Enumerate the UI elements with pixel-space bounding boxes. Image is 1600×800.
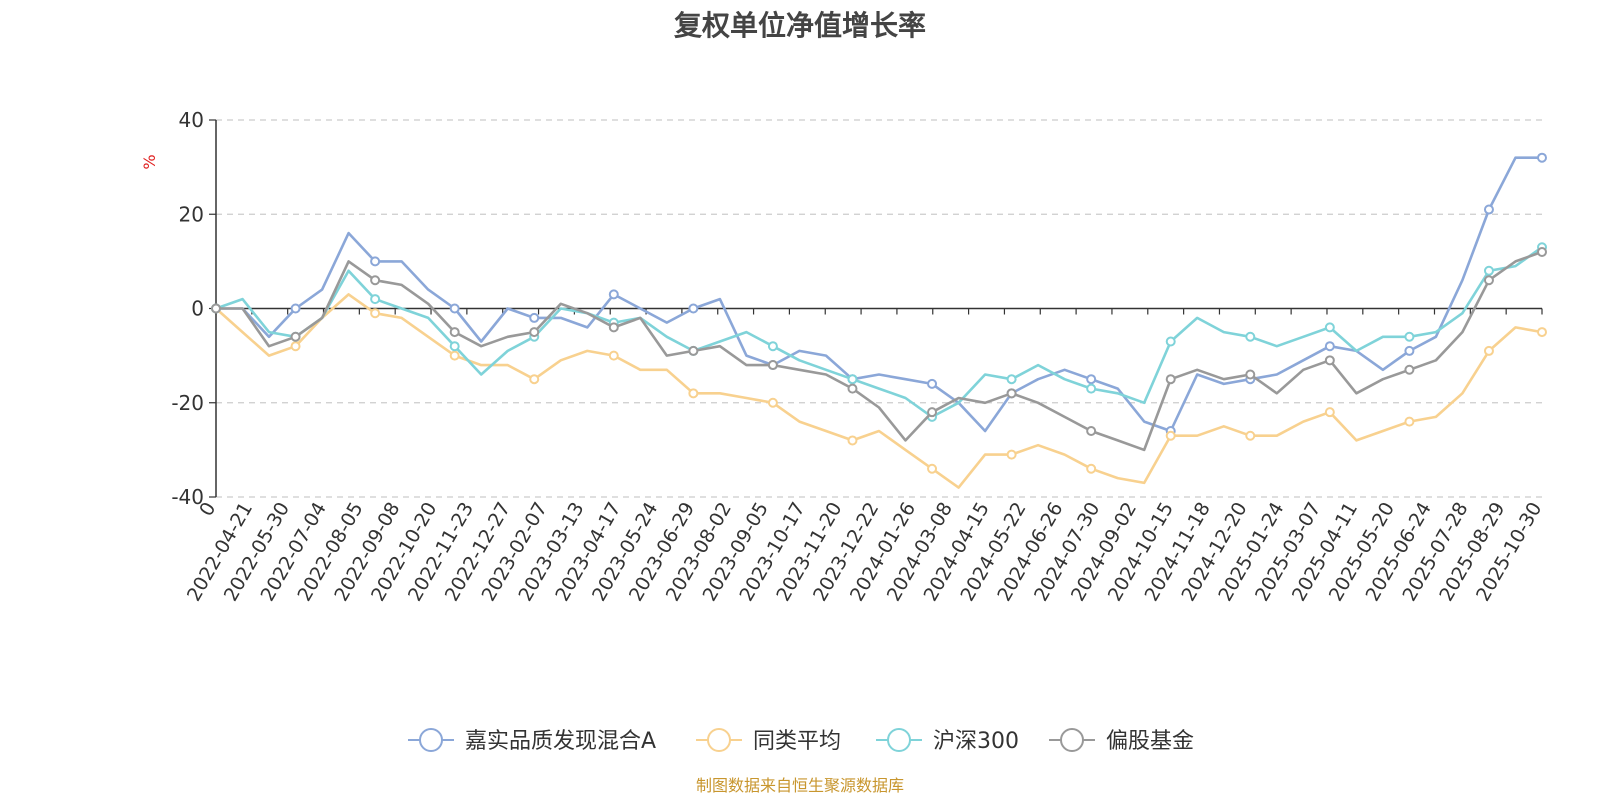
data-point: [1483, 265, 1494, 276]
data-point: [1006, 374, 1017, 385]
x-tick-labels: 02022-04-212022-05-302022-07-042022-08-0…: [183, 498, 1546, 605]
data-point: [847, 374, 858, 385]
y-tick-label: 20: [179, 202, 204, 226]
data-point: [1483, 204, 1494, 215]
data-point: [1245, 331, 1256, 342]
data-point: [847, 435, 858, 446]
data-point: [1006, 388, 1017, 399]
data-point: [688, 388, 699, 399]
data-point: [1086, 463, 1097, 474]
legend-label: 偏股基金: [1106, 729, 1194, 754]
data-point: [370, 275, 381, 286]
data-point: [1483, 345, 1494, 356]
data-point: [767, 397, 778, 408]
data-point: [1324, 407, 1335, 418]
y-tick-labels: 40 20 0 -20 -40: [171, 108, 204, 509]
grid: [216, 119, 1542, 498]
data-point: [767, 341, 778, 352]
legend-label: 沪深300: [933, 729, 1019, 754]
data-point: [1324, 355, 1335, 366]
legend-marker: [887, 728, 911, 752]
data-point: [608, 289, 619, 300]
y-tick-label: 40: [179, 108, 204, 132]
legend-marker: [419, 728, 443, 752]
series-line-3: [216, 250, 1543, 452]
data-point: [927, 407, 938, 418]
data-point: [1537, 327, 1547, 338]
data-point: [927, 378, 938, 389]
data-point: [1245, 369, 1256, 380]
data-point: [608, 350, 619, 361]
data-point: [449, 303, 460, 314]
data-point: [1483, 275, 1494, 286]
legend-label: 同类平均: [753, 729, 841, 754]
data-point: [767, 360, 778, 371]
data-point: [290, 341, 301, 352]
data-point: [370, 294, 381, 305]
data-point: [688, 345, 699, 356]
data-point: [1165, 336, 1176, 347]
data-point: [1165, 430, 1176, 441]
legend-item[interactable]: 同类平均: [696, 728, 841, 754]
data-point: [1324, 322, 1335, 333]
chart-title: 复权单位净值增长率: [674, 9, 926, 42]
data-point: [1404, 345, 1415, 356]
series-lines: [211, 152, 1547, 489]
data-point: [608, 322, 619, 333]
data-point: [1537, 246, 1547, 257]
data-point: [1086, 426, 1097, 437]
y-tick-label: -20: [171, 391, 204, 415]
data-point: [1324, 341, 1335, 352]
data-point: [290, 303, 301, 314]
series-line-1: [215, 293, 1543, 489]
y-tick-label: -40: [171, 485, 204, 509]
series-line-0: [216, 156, 1542, 433]
data-point: [688, 303, 699, 314]
y-axis-unit: %: [140, 154, 159, 169]
data-source-note: 制图数据来自恒生聚源数据库: [696, 776, 904, 795]
x-tick-label: 0: [195, 499, 220, 520]
data-point: [529, 327, 540, 338]
data-point: [529, 312, 540, 323]
data-point: [847, 383, 858, 394]
data-point: [370, 308, 381, 319]
data-point: [1006, 449, 1017, 460]
legend-item[interactable]: 沪深300: [876, 728, 1019, 754]
data-point: [1404, 331, 1415, 342]
data-point: [290, 331, 301, 342]
y-tick-label: 0: [191, 297, 204, 321]
data-point: [927, 463, 938, 474]
data-point: [1086, 374, 1097, 385]
legend-marker: [1060, 728, 1084, 752]
data-point: [1404, 416, 1415, 427]
data-point: [1086, 383, 1097, 394]
data-point: [529, 374, 540, 385]
series-line-2: [215, 246, 1543, 419]
data-point: [370, 256, 381, 267]
data-point: [449, 341, 460, 352]
data-point: [211, 303, 221, 314]
legend[interactable]: 嘉实品质发现混合A 同类平均 沪深300 偏股基金: [408, 728, 1194, 754]
data-point: [1165, 374, 1176, 385]
axes: [209, 119, 1543, 498]
data-point: [1404, 364, 1415, 375]
legend-item[interactable]: 偏股基金: [1049, 728, 1194, 754]
legend-label: 嘉实品质发现混合A: [465, 729, 656, 754]
data-point: [1537, 152, 1547, 163]
data-point: [1245, 430, 1256, 441]
data-point: [449, 350, 460, 361]
legend-marker: [707, 728, 731, 752]
legend-item[interactable]: 嘉实品质发现混合A: [408, 728, 656, 754]
data-point: [449, 327, 460, 338]
